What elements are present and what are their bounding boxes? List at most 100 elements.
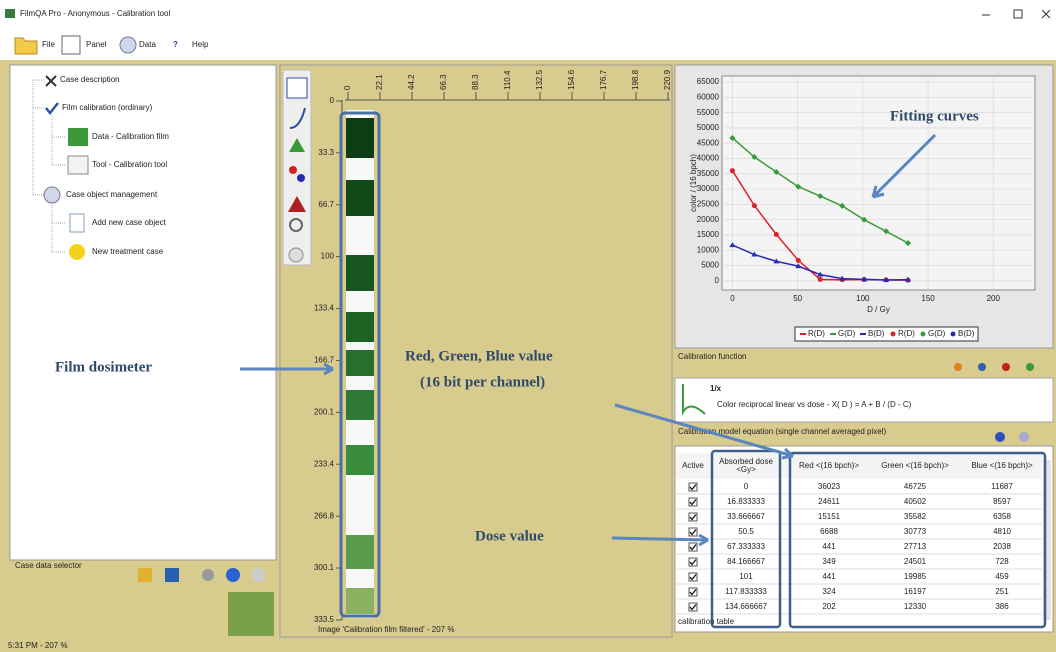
- cell: 19985: [904, 572, 927, 581]
- checkbox[interactable]: [688, 542, 698, 552]
- tool-zoom[interactable]: [289, 218, 303, 232]
- cell: 50.5: [738, 527, 754, 536]
- fn-icon[interactable]: [954, 363, 962, 371]
- legend-label: G(D): [928, 329, 946, 338]
- checkbox[interactable]: [688, 557, 698, 567]
- ruler-label: 200.1: [314, 408, 335, 417]
- function-box[interactable]: [674, 377, 1054, 423]
- tree-item[interactable]: Add new case object: [92, 218, 167, 227]
- column-header: Absorbed dose: [719, 457, 773, 466]
- toolbar: [0, 28, 1056, 60]
- file-icon[interactable]: [14, 37, 38, 55]
- tool-pyramid[interactable]: [288, 196, 306, 212]
- ruler-label: 154.6: [567, 69, 576, 90]
- tree-item[interactable]: Film calibration (ordinary): [62, 103, 153, 112]
- status-bar: 5:31 PM - 207 %: [8, 641, 68, 650]
- ruler-label: 233.4: [314, 459, 335, 468]
- point: [817, 271, 824, 277]
- tool-color[interactable]: [289, 138, 305, 152]
- point: [751, 251, 758, 257]
- cell: 84.166667: [727, 557, 765, 566]
- checkbox[interactable]: [688, 527, 698, 537]
- scrollbar[interactable]: [1043, 460, 1051, 620]
- btn-save[interactable]: [165, 568, 179, 582]
- toolbar-item[interactable]: Help: [192, 40, 209, 49]
- point: [773, 258, 780, 264]
- fn-icon[interactable]: [978, 363, 986, 371]
- checkbox[interactable]: [688, 512, 698, 522]
- annotation-rgb: Red, Green, Blue value: [405, 348, 553, 364]
- ruler-label: 300.1: [314, 563, 335, 572]
- fn-icon[interactable]: [1026, 363, 1034, 371]
- icon-management: [43, 186, 61, 204]
- panel-icon[interactable]: [61, 35, 81, 55]
- toolbar-item[interactable]: Panel: [86, 40, 107, 49]
- annotation-rgb: (16 bit per channel): [420, 374, 545, 390]
- tool-rgb-b[interactable]: [297, 174, 305, 182]
- toolbar-item[interactable]: File: [42, 40, 55, 49]
- tool-rgb[interactable]: [289, 166, 297, 174]
- legend: [794, 326, 979, 342]
- y-tick-label: 35000: [697, 169, 720, 178]
- tree-item[interactable]: Tool - Calibration tool: [92, 160, 167, 169]
- y-tick-label: 20000: [697, 215, 720, 224]
- btn-settings[interactable]: [226, 568, 240, 582]
- checkmark: [689, 604, 697, 611]
- column-header: Green <(16 bpch)>: [881, 461, 949, 470]
- tree-item[interactable]: Data - Calibration film: [92, 132, 169, 141]
- checkbox[interactable]: [688, 587, 698, 597]
- btn-add[interactable]: [202, 569, 214, 581]
- column-header: Blue <(16 bpch)>: [971, 461, 1033, 470]
- ruler-label: 110.4: [503, 70, 512, 90]
- film-patch: [346, 118, 374, 158]
- tree-item[interactable]: Case object management: [66, 190, 158, 199]
- checkmark: [689, 484, 697, 491]
- point: [817, 193, 824, 200]
- cell: 11687: [991, 482, 1013, 491]
- toolbar-item[interactable]: Data: [139, 40, 156, 49]
- film-patch: [346, 588, 374, 614]
- point: [839, 275, 846, 281]
- maximize[interactable]: [1013, 9, 1023, 19]
- icon-calibration: [45, 102, 59, 116]
- cell: 459: [995, 572, 1009, 581]
- arrow: [240, 362, 334, 376]
- btn-open[interactable]: [138, 568, 152, 582]
- point: [883, 228, 890, 235]
- x-tick-label: 0: [730, 294, 735, 303]
- close[interactable]: [1041, 9, 1051, 19]
- tree-item[interactable]: New treatment case: [92, 247, 164, 256]
- checkbox[interactable]: [688, 602, 698, 612]
- table-label: calibration table: [678, 617, 735, 626]
- arrow: [614, 403, 794, 460]
- tool-curve[interactable]: [289, 107, 306, 129]
- model-icon[interactable]: [1019, 432, 1029, 442]
- ruler-label: 220.9: [663, 69, 672, 90]
- model-icon[interactable]: [995, 432, 1005, 442]
- ruler-label: 333.5: [314, 615, 335, 624]
- tree-item[interactable]: Case description: [60, 75, 120, 84]
- fn-icon[interactable]: [1002, 363, 1010, 371]
- cell: 441: [822, 572, 836, 581]
- function-name: 1/x: [710, 384, 722, 393]
- film-patch: [346, 535, 374, 569]
- point: [729, 168, 735, 174]
- arrow: [611, 533, 709, 547]
- cell: 35582: [904, 512, 927, 521]
- checkbox[interactable]: [688, 572, 698, 582]
- y-tick-label: 50000: [697, 123, 720, 132]
- point: [883, 277, 890, 283]
- cell: 324: [822, 587, 836, 596]
- tool-grid[interactable]: [286, 77, 308, 99]
- help-icon[interactable]: ?: [173, 40, 178, 49]
- y-tick-label: 0: [715, 276, 720, 285]
- cell: 16.833333: [727, 497, 765, 506]
- checkbox[interactable]: [688, 482, 698, 492]
- cell: 36023: [818, 482, 841, 491]
- data-icon[interactable]: [119, 36, 137, 54]
- btn-refresh[interactable]: [251, 568, 265, 582]
- tool-settings[interactable]: [288, 247, 304, 263]
- checkbox[interactable]: [688, 497, 698, 507]
- cell: 40502: [904, 497, 927, 506]
- cell: 6358: [993, 512, 1011, 521]
